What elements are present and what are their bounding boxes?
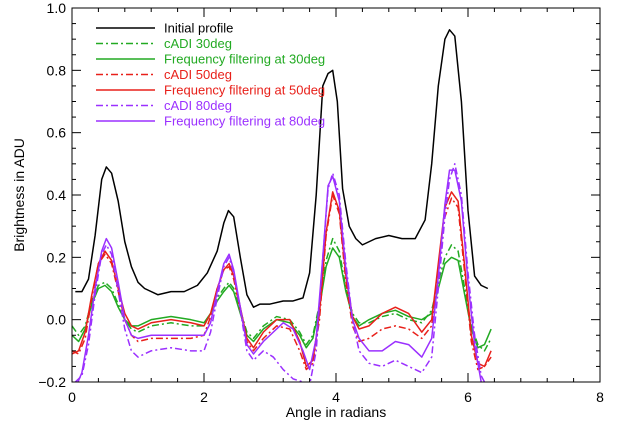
y-tick-label-4: 0.6 (47, 125, 67, 141)
series-line-2 (72, 237, 492, 352)
plot-frame (71, 7, 601, 383)
legend-label-3: Frequency filtering at 30deg (164, 52, 325, 67)
legend-label-4: cADI 50deg (164, 67, 232, 82)
x-tick-label-4: 8 (596, 389, 604, 405)
x-tick-label-1: 2 (200, 389, 208, 405)
series-line-3 (72, 247, 492, 349)
x-tick-label-3: 6 (464, 389, 472, 405)
x-tick-label-0: 0 (68, 389, 76, 405)
x-axis-title: Angle in radians (286, 404, 386, 420)
series-line-6 (74, 163, 486, 382)
series-line-7 (77, 169, 483, 382)
series-line-1 (75, 29, 489, 308)
legend-label-6: cADI 80deg (164, 98, 232, 113)
legend-label-7: Frequency filtering at 80deg (164, 114, 325, 129)
y-tick-label-5: 0.8 (47, 62, 67, 78)
x-tick-label-2: 4 (332, 389, 340, 405)
legend-label-5: Frequency filtering at 50deg (164, 83, 325, 98)
y-axis-title: Brightness in ADU (11, 138, 27, 252)
y-tick-label-1: 0.0 (47, 312, 67, 328)
y-tick-label-3: 0.4 (47, 187, 67, 203)
y-tick-label-0: −0.2 (38, 374, 66, 390)
tick-layer: 0 2 4 6 8 −0.2 0.0 0.2 0.4 0.6 0.8 1.0 (38, 0, 604, 405)
legend-label-2: cADI 30deg (164, 36, 232, 51)
y-tick-label-6: 1.0 (47, 0, 67, 16)
series-line-5 (72, 191, 492, 368)
y-tick-label-2: 0.2 (47, 249, 67, 265)
series-layer (72, 29, 492, 382)
legend-label-1: Initial profile (164, 21, 233, 36)
